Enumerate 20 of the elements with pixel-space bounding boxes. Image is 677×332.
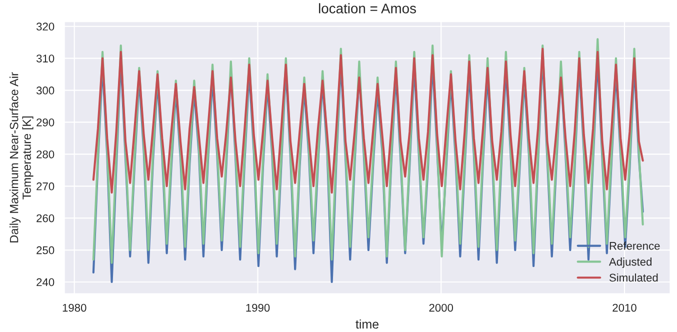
y-tick-label: 290 — [36, 118, 54, 126]
x-tick-label: 1990 — [246, 304, 270, 312]
y-tick-label: 250 — [36, 246, 54, 254]
y-tick-label: 320 — [36, 22, 54, 31]
y-tick-label: 270 — [36, 182, 54, 190]
legend-label: Reference — [610, 242, 660, 250]
x-tick-label: 1980 — [62, 304, 86, 312]
y-tick-label: 300 — [36, 86, 54, 94]
legend-label: Simulated — [609, 273, 658, 282]
y-tick-label: 260 — [36, 214, 54, 222]
x-tick-label: 2010 — [612, 304, 636, 312]
line-series — [92, 48, 644, 194]
x-axis-title: time — [356, 319, 379, 329]
legend-label: Adjusted — [608, 258, 652, 268]
y-tick-label: 280 — [36, 150, 54, 158]
x-tick-label: 2000 — [429, 304, 454, 312]
y-tick-label: 240 — [36, 278, 54, 286]
y-axis-title: Daily Maximum Near-Surface Air Temperature [K] — [10, 72, 34, 242]
y-tick-label: 310 — [36, 54, 54, 62]
chart-title: location = Amos — [318, 3, 416, 14]
